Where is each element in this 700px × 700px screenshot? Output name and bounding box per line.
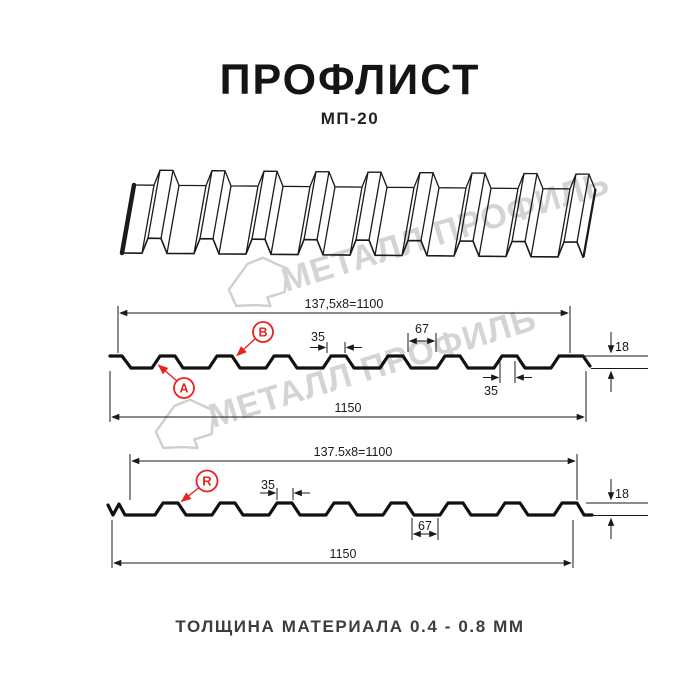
dim-valley-width: 67: [418, 519, 432, 533]
callout-a-circle: [173, 377, 195, 399]
callout-r-label: R: [202, 474, 212, 489]
cross-section-reverse: [106, 501, 594, 517]
dim-rib-top-width: 35: [311, 330, 325, 344]
brand-logo-watermark-icon: [227, 256, 288, 308]
cross-section-face: [108, 354, 592, 370]
dim-profile-height: 18: [615, 487, 629, 501]
sheet-3d-view: [119, 169, 597, 258]
callout-b-label: B: [258, 326, 267, 340]
cross-section-face-callouts: A B: [157, 321, 274, 399]
cross-section-reverse-callouts: R: [180, 469, 219, 503]
dim-profile-height: 18: [615, 340, 629, 354]
callout-r-circle: [195, 469, 219, 493]
brand-watermark-text: МЕТАЛЛ ПРОФИЛЬ: [277, 164, 614, 300]
profile-model-subtitle: МП-20: [320, 109, 380, 128]
callout-b-circle: [252, 321, 274, 343]
cross-section-reverse-dimensions: 137.5x8=1100 35 67 18 1150: [111, 445, 648, 568]
brand-logo-watermark-icon: [154, 398, 215, 450]
dim-rib-top-width: 35: [261, 478, 275, 492]
dim-valley-width: 67: [415, 322, 429, 336]
callout-a-label: A: [179, 382, 188, 396]
page-title: ПРОФЛИСТ: [219, 56, 481, 104]
cross-section-face-dimensions: 137,5x8=1100 35 67 18 35 1150: [109, 297, 648, 422]
dim-overall-width: 1150: [335, 401, 362, 415]
dim-rib-bottom-width: 35: [484, 384, 498, 398]
dim-pitch-total: 137,5x8=1100: [305, 297, 384, 311]
brand-watermark-lower: МЕТАЛЛ ПРОФИЛЬ: [154, 300, 541, 450]
dim-pitch-total: 137.5x8=1100: [314, 445, 393, 459]
dim-overall-width: 1150: [330, 547, 357, 561]
material-thickness-caption: ТОЛЩИНА МАТЕРИАЛА 0.4 - 0.8 ММ: [175, 617, 525, 636]
